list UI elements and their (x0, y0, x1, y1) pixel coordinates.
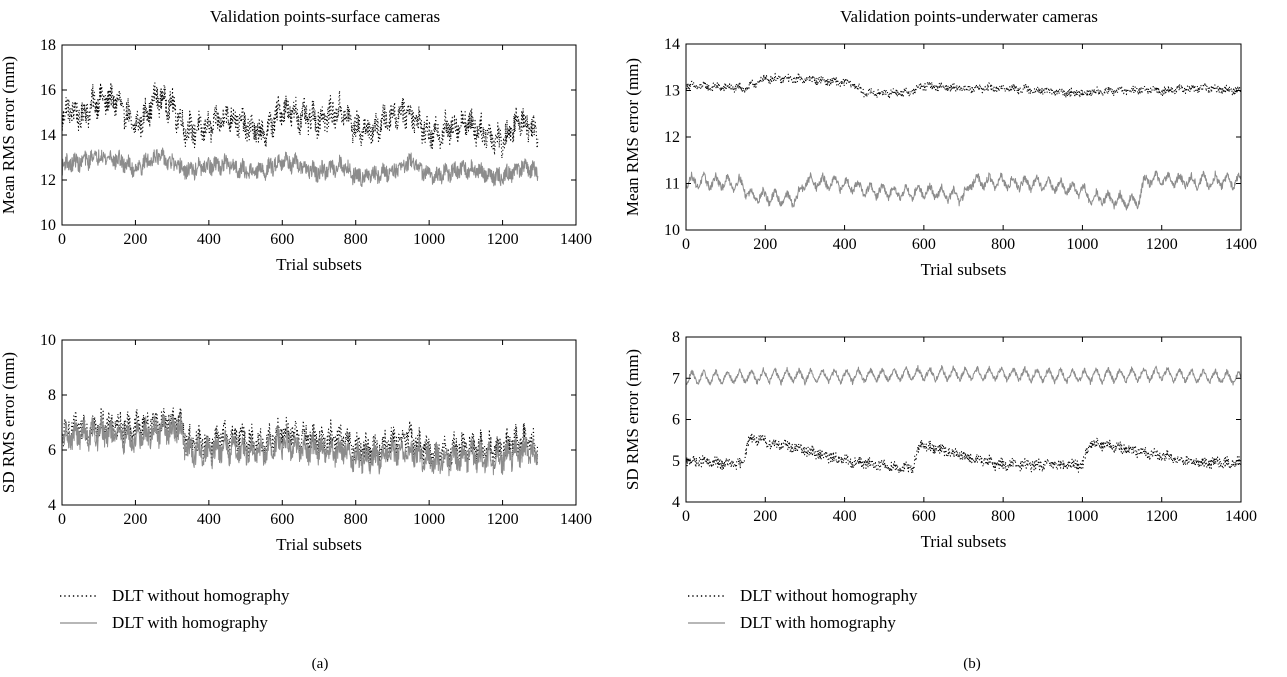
x-tick-label-underwater-mean: 200 (753, 236, 777, 253)
x-tick-label-surface-mean: 1000 (413, 231, 445, 248)
x-axis-label-surface-sd: Trial subsets (276, 535, 362, 554)
caption-a: (a) (312, 656, 329, 672)
x-tick-label-surface-sd: 400 (197, 511, 221, 528)
y-tick-label-surface-sd: 8 (48, 387, 56, 404)
x-tick-label-underwater-sd: 400 (833, 508, 857, 525)
y-tick-label-surface-sd: 10 (40, 332, 56, 349)
axes-frame-underwater-sd (685, 336, 1242, 503)
x-tick-label-underwater-mean: 1400 (1225, 236, 1257, 253)
plot-surface-sd: 0 200 400 600 800 1000 1200 1400 4 6 8 10 Trial subs… (0, 332, 592, 554)
series-underwater-sd-without-homography (686, 432, 1241, 474)
y-tick-label-surface-mean: 10 (40, 217, 56, 234)
x-tick-label-underwater-sd: 200 (753, 508, 777, 525)
plot-surface-mean: 0 200 400 600 800 1000 1200 1400 10 12 14 16 18 Trial… (0, 37, 592, 274)
x-axis-label-underwater-mean: Trial subsets (921, 260, 1007, 279)
x-tick-label-surface-mean: 200 (123, 231, 147, 248)
x-tick-label-underwater-sd: 600 (912, 508, 936, 525)
x-tick-label-surface-sd: 1000 (413, 511, 445, 528)
x-tick-label-underwater-mean: 1000 (1066, 236, 1098, 253)
x-tick-label-underwater-sd: 800 (991, 508, 1015, 525)
y-tick-label-surface-mean: 18 (40, 37, 56, 54)
x-tick-label-surface-mean: 600 (270, 231, 294, 248)
y-axis-label-surface-mean: Mean RMS error (mm) (0, 56, 18, 214)
y-tick-label-underwater-sd: 8 (672, 329, 680, 346)
x-tick-label-surface-sd: 1200 (487, 511, 519, 528)
panel-title-underwater: Validation points-underwater cameras (840, 7, 1098, 26)
x-tick-label-underwater-mean: 600 (912, 236, 936, 253)
x-tick-label-underwater-mean: 400 (833, 236, 857, 253)
y-tick-label-underwater-mean: 12 (664, 129, 680, 146)
x-tick-label-underwater-sd: 0 (682, 508, 690, 525)
y-tick-label-surface-sd: 6 (48, 442, 56, 459)
y-tick-label-underwater-sd: 6 (672, 412, 680, 429)
plot-underwater-mean: 0 200 400 600 800 1000 1200 1400 10 11 12 13 14 Trial… (623, 36, 1257, 279)
series-underwater-mean-without-homography (686, 72, 1241, 99)
x-tick-label-surface-sd: 1400 (560, 511, 592, 528)
axes-frame-surface-sd (61, 339, 577, 506)
x-tick-label-surface-mean: 800 (344, 231, 368, 248)
x-tick-label-surface-mean: 0 (58, 231, 66, 248)
series-surface-sd-with-homography (62, 413, 539, 477)
x-tick-label-surface-sd: 0 (58, 511, 66, 528)
series-underwater-mean-with-homography (686, 170, 1241, 211)
y-tick-label-underwater-mean: 13 (664, 83, 680, 100)
y-tick-label-surface-mean: 16 (40, 82, 56, 99)
x-axis-label-underwater-sd: Trial subsets (921, 532, 1007, 551)
y-axis-label-surface-sd: SD RMS error (mm) (0, 352, 18, 493)
x-tick-label-surface-mean: 1200 (487, 231, 519, 248)
x-tick-label-surface-mean: 400 (197, 231, 221, 248)
plot-underwater-sd: 0 200 400 600 800 1000 1200 1400 4 5 6 7 8 Trial subs… (623, 329, 1257, 551)
y-tick-label-surface-mean: 14 (40, 127, 56, 144)
y-axis-label-underwater-mean: Mean RMS error (mm) (623, 58, 642, 216)
legend-a-without-label: DLT without homography (112, 586, 290, 605)
x-tick-label-underwater-mean: 1200 (1146, 236, 1178, 253)
legend-b-with-label: DLT with homography (740, 613, 896, 632)
legend-b-without-label: DLT without homography (740, 586, 918, 605)
y-tick-label-underwater-mean: 14 (664, 36, 680, 53)
series-surface-mean-with-homography (62, 147, 539, 187)
y-tick-label-underwater-mean: 10 (664, 222, 680, 239)
x-tick-label-underwater-mean: 800 (991, 236, 1015, 253)
x-tick-label-surface-sd: 200 (123, 511, 147, 528)
y-tick-label-underwater-sd: 4 (672, 494, 680, 511)
legend-b: DLT without homography DLT with homograp… (688, 586, 918, 632)
panel-title-surface: Validation points-surface cameras (210, 7, 440, 26)
x-tick-label-underwater-sd: 1200 (1146, 508, 1178, 525)
x-tick-label-underwater-sd: 1400 (1225, 508, 1257, 525)
y-tick-label-surface-sd: 4 (48, 497, 56, 514)
y-tick-label-underwater-sd: 5 (672, 453, 680, 470)
y-tick-label-surface-mean: 12 (40, 172, 56, 189)
x-tick-label-surface-mean: 1400 (560, 231, 592, 248)
series-underwater-sd-with-homography (686, 364, 1241, 386)
legend-a-with-label: DLT with homography (112, 613, 268, 632)
x-axis-label-surface-mean: Trial subsets (276, 255, 362, 274)
series-surface-mean-without-homography (62, 81, 539, 159)
caption-b: (b) (963, 656, 981, 672)
x-tick-label-surface-sd: 800 (344, 511, 368, 528)
x-tick-label-underwater-sd: 1000 (1066, 508, 1098, 525)
x-tick-label-underwater-mean: 0 (682, 236, 690, 253)
y-tick-label-underwater-mean: 11 (665, 176, 680, 193)
y-axis-label-underwater-sd: SD RMS error (mm) (623, 349, 642, 490)
x-tick-label-surface-sd: 600 (270, 511, 294, 528)
y-tick-label-underwater-sd: 7 (672, 370, 680, 387)
legend-a: DLT without homography DLT with homograp… (60, 586, 290, 632)
